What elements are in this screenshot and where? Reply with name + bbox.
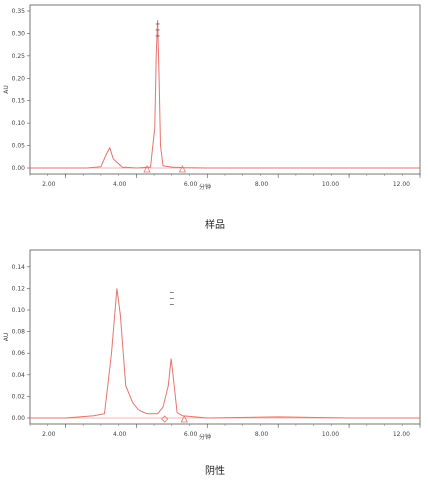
y-tick-label: 0.14 [12, 264, 26, 271]
x-tick-label: 12.00 [393, 181, 410, 188]
chart-negative: 0.00 0.02 0.04 0.06 0.08 0.10 0.12 0.14 AU 2.00 4.… [3, 249, 421, 477]
y-tick-label: 0.10 [12, 120, 26, 127]
y-tick-label: 0.10 [12, 307, 26, 314]
y-tick-label: 0.06 [12, 350, 26, 357]
y-tick-label: 0.08 [12, 329, 26, 336]
x-tick-label: 8.00 [255, 181, 269, 188]
y-tick-label: 0.20 [12, 75, 26, 82]
x-tick-label: 10.00 [322, 181, 339, 188]
y-tick-label: 0.00 [12, 165, 26, 172]
x-tick-label: 2.00 [42, 181, 56, 188]
y-axis-label: AU [3, 333, 10, 342]
x-tick-label: 6.00 [184, 181, 198, 188]
x-tick-label: 8.00 [255, 431, 269, 438]
chart-caption: 阴性 [205, 464, 225, 477]
integration-marker [161, 415, 169, 423]
y-tick-label: 0.35 [12, 8, 26, 15]
y-tick-label: 0.04 [12, 372, 26, 379]
integration-marker [143, 165, 151, 173]
x-axis-label: 分钟 [199, 433, 211, 441]
x-tick-label: 4.00 [113, 181, 127, 188]
integration-marker [180, 415, 188, 423]
x-tick-label: 10.00 [322, 431, 339, 438]
integration-marker [178, 165, 187, 173]
x-tick-label: 4.00 [113, 431, 127, 438]
chart-sample: 0.00 0.05 0.10 0.15 0.20 0.25 0.30 0.35 AU 2.00 4.… [3, 4, 421, 231]
plot-frame [29, 249, 421, 425]
x-tick-label: 2.00 [42, 431, 56, 438]
y-tick-label: 0.30 [12, 30, 26, 37]
y-tick-label: 0.12 [12, 285, 26, 292]
chromatogram-line [30, 19, 420, 169]
y-tick-label: 0.05 [12, 143, 26, 150]
chart-caption: 样品 [205, 218, 225, 231]
chromatogram-line [30, 288, 420, 419]
x-tick-label: 12.00 [393, 431, 410, 438]
y-tick-label: 0.00 [12, 415, 26, 422]
y-tick-label: 0.15 [12, 98, 26, 105]
x-axis-label: 分钟 [199, 183, 211, 191]
x-tick-label: 6.00 [184, 431, 198, 438]
y-axis-label: AU [3, 85, 10, 94]
plot-frame [29, 4, 421, 175]
y-tick-label: 0.25 [12, 53, 26, 60]
y-tick-label: 0.02 [12, 393, 26, 400]
